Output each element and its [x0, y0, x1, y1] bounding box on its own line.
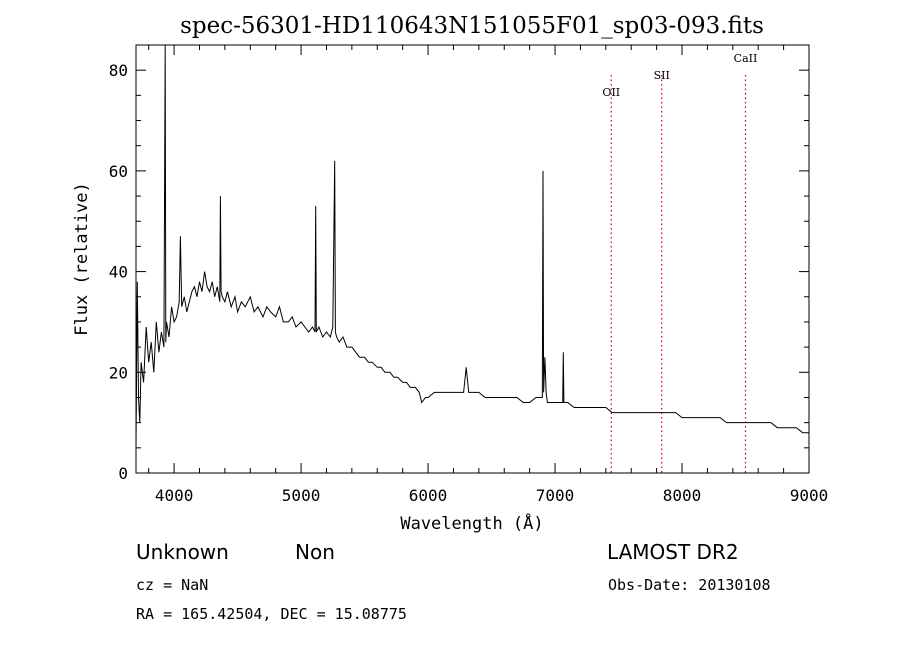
object-class: Unknown [136, 540, 229, 564]
y-axis-label: Flux (relative) [72, 182, 92, 336]
y-tick-label: 20 [109, 363, 128, 382]
x-tick-label: 8000 [663, 486, 702, 505]
axis-ticks [136, 44, 810, 474]
x-tick-label: 9000 [790, 486, 829, 505]
object-subclass: Non [295, 540, 335, 564]
axis-tick-labels: 4000 5000 6000 7000 8000 9000 0 20 40 60 80 [109, 61, 829, 505]
line-marker-label: SII [654, 69, 670, 82]
emission-line-markers: OII SII CaII [602, 52, 757, 473]
plot-frame [135, 44, 810, 474]
spectrum-line [135, 44, 809, 448]
x-axis-label: Wavelength (Å) [400, 512, 543, 534]
redshift-cz: cz = NaN [136, 576, 208, 594]
y-tick-label: 40 [109, 263, 128, 282]
observation-date: Obs-Date: 20130108 [608, 576, 771, 594]
line-marker-label: CaII [734, 52, 758, 65]
coordinates: RA = 165.42504, DEC = 15.08775 [136, 605, 407, 623]
x-tick-label: 4000 [155, 486, 194, 505]
y-tick-label: 80 [109, 61, 128, 80]
survey-name: LAMOST DR2 [607, 540, 739, 564]
chart-title: spec-56301-HD110643N151055F01_sp03-093.f… [180, 13, 764, 39]
x-tick-label: 7000 [536, 486, 575, 505]
y-tick-label: 60 [109, 162, 128, 181]
y-tick-label: 0 [118, 464, 128, 483]
line-marker-label: OII [602, 86, 620, 99]
x-tick-label: 5000 [282, 486, 321, 505]
x-tick-label: 6000 [409, 486, 448, 505]
